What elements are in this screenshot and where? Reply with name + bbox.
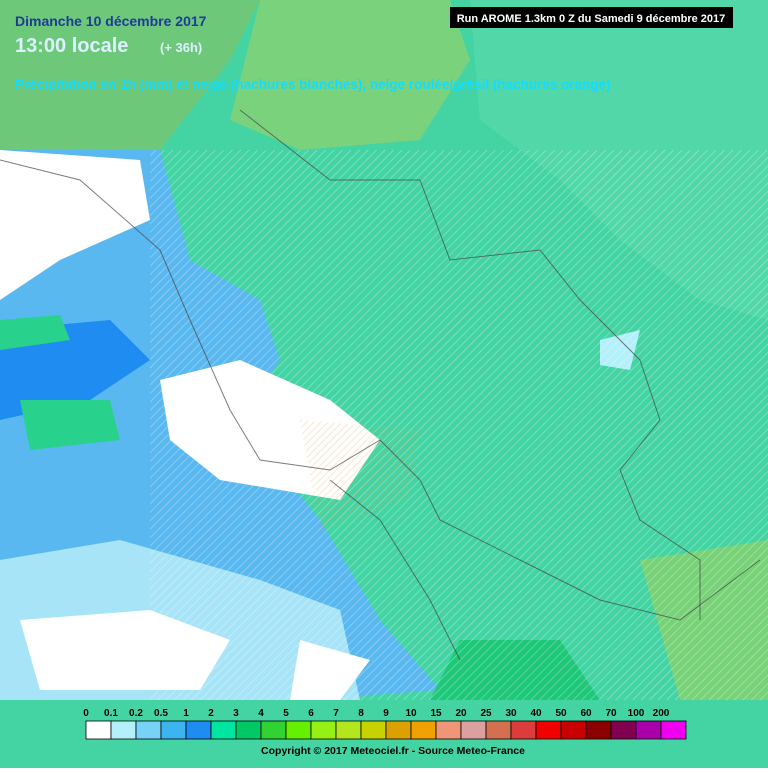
legend-label: 70 xyxy=(605,708,617,719)
legend-label: 40 xyxy=(530,708,542,719)
legend-label: 5 xyxy=(283,708,289,719)
legend-swatch xyxy=(610,720,637,740)
legend-label: 30 xyxy=(505,708,517,719)
legend-swatch xyxy=(310,720,337,740)
legend-label: 100 xyxy=(628,708,645,719)
legend: 0 0.1 0.2 0.5 1 2 3 4 5 6 7 8 9 10 15 20 25 30 40 50 60 70 100… xyxy=(83,708,687,740)
legend-label: 7 xyxy=(333,708,339,719)
date: Dimanche 10 décembre 2017 xyxy=(15,13,207,29)
legend-swatch xyxy=(435,720,462,740)
legend-swatch xyxy=(285,720,312,740)
legend-swatch xyxy=(85,720,112,740)
legend-swatch xyxy=(560,720,587,740)
legend-swatch xyxy=(410,720,437,740)
legend-label: 2 xyxy=(208,708,214,719)
legend-label: 3 xyxy=(233,708,239,719)
legend-swatch xyxy=(110,720,137,740)
legend-swatch xyxy=(660,720,687,740)
legend-label: 6 xyxy=(308,708,314,719)
legend-label: 0.5 xyxy=(154,708,168,719)
legend-swatch xyxy=(385,720,412,740)
legend-swatch xyxy=(335,720,362,740)
legend-swatch xyxy=(510,720,537,740)
legend-swatch xyxy=(160,720,187,740)
legend-label: 15 xyxy=(430,708,442,719)
legend-swatch xyxy=(360,720,387,740)
legend-label: 50 xyxy=(555,708,567,719)
legend-label: 0 xyxy=(83,708,89,719)
legend-swatch xyxy=(185,720,212,740)
legend-swatch xyxy=(460,720,487,740)
legend-label: 10 xyxy=(405,708,417,719)
legend-label: 8 xyxy=(358,708,364,719)
legend-label: 4 xyxy=(258,708,264,719)
legend-swatch xyxy=(585,720,612,740)
legend-swatch xyxy=(485,720,512,740)
copyright: Copyright © 2017 Meteociel.fr - Source M… xyxy=(261,745,525,757)
description: Précipitation en 1h (mm) et neige (hachu… xyxy=(15,77,611,92)
legend-label: 0.1 xyxy=(104,708,118,719)
legend-swatch xyxy=(135,720,162,740)
legend-swatch xyxy=(235,720,262,740)
lead: (+ 36h) xyxy=(160,40,202,55)
time: 13:00 locale xyxy=(15,35,128,57)
run-box xyxy=(450,7,733,28)
legend-swatch xyxy=(210,720,237,740)
legend-swatch xyxy=(635,720,662,740)
legend-swatch xyxy=(260,720,287,740)
legend-swatch xyxy=(535,720,562,740)
legend-label: 200 xyxy=(653,708,670,719)
run: Run AROME 1.3km 0 Z du Samedi 9 décembre… xyxy=(457,13,726,25)
legend-label: 60 xyxy=(580,708,592,719)
legend-label: 9 xyxy=(383,708,389,719)
legend-label: 20 xyxy=(455,708,467,719)
header: Dimanche 10 décembre 2017 13:00 locale (… xyxy=(15,7,733,92)
legend-label: 1 xyxy=(183,708,189,719)
legend-label: 25 xyxy=(480,708,492,719)
legend-label: 0.2 xyxy=(129,708,143,719)
